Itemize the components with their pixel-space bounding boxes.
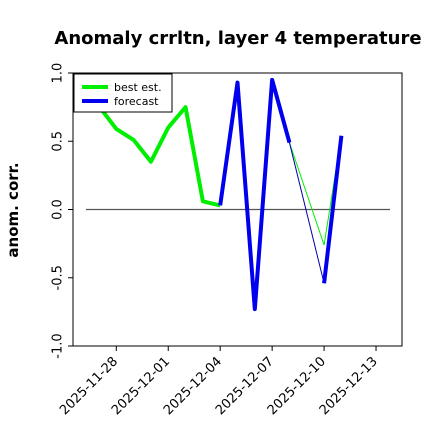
y-axis: -1.0 -0.5 0.0 0.5 1.0 [51, 63, 73, 359]
x-axis: 2025-11-282025-12-012025-12-042025-12-07… [57, 346, 381, 418]
series-line-best-est-0 [88, 93, 221, 208]
y-tick-label: 1.0 [51, 63, 66, 84]
connector-line-1 [288, 142, 325, 284]
y-tick-label: 0.0 [51, 199, 66, 220]
legend-box [73, 73, 173, 113]
chart-title: Anomaly crrltn, layer 4 temperature [54, 28, 421, 49]
plot-area [86, 77, 390, 312]
y-axis-label: anom. corr. [4, 162, 22, 257]
legend-label-best-est: best est. [114, 81, 162, 94]
series-line-forecast-segment-2 [322, 135, 344, 284]
y-tick-label: 0.5 [51, 131, 66, 152]
legend-label-forecast: forecast [114, 95, 159, 108]
y-tick-label: -0.5 [51, 265, 66, 290]
y-tick-label: -1.0 [51, 333, 66, 358]
series-line-forecast-1 [218, 77, 292, 312]
legend: best est. forecast [73, 73, 173, 113]
